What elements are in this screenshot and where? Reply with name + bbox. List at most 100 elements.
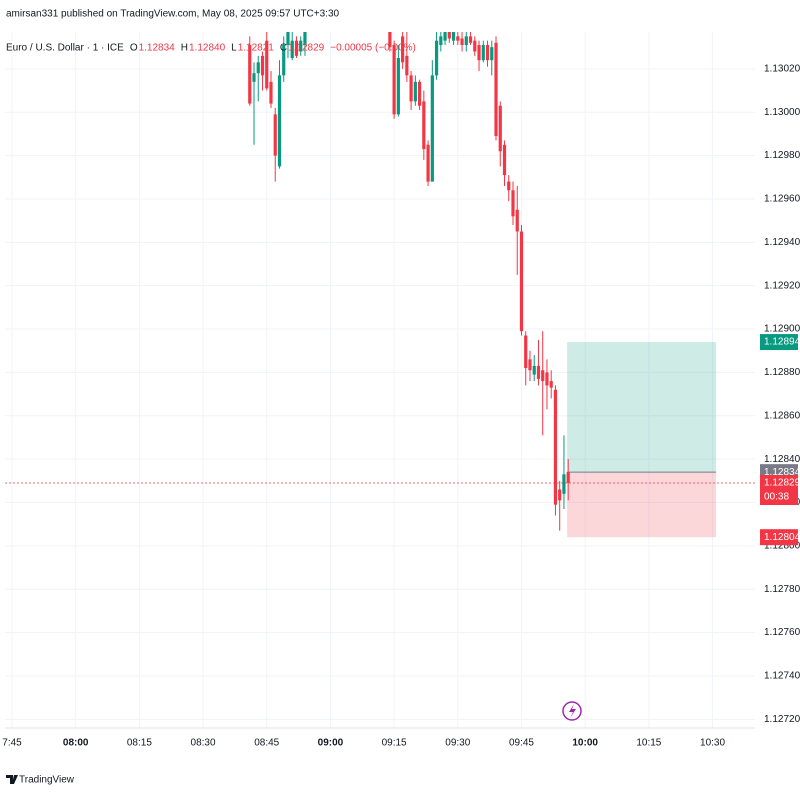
target-zone	[567, 342, 717, 473]
candle-body	[485, 45, 490, 61]
candle-body	[388, 32, 392, 48]
x-tick-label: 08:15	[127, 738, 152, 749]
header: amirsan331 published on TradingView.com,…	[6, 9, 340, 20]
candle-body	[430, 75, 434, 182]
candle-body	[519, 231, 524, 332]
y-tick-label: 1.12760	[764, 627, 800, 638]
candle-body	[549, 381, 553, 388]
y-tick-label: 1.12800	[764, 541, 800, 552]
candle-body	[532, 365, 536, 375]
y-tick-label: 1.12780	[764, 584, 800, 595]
candle-body	[396, 58, 400, 115]
candle-body	[490, 47, 494, 61]
candle-body	[456, 36, 460, 41]
legend-key: C	[280, 43, 287, 54]
logo	[6, 775, 18, 784]
candle-body	[498, 105, 502, 152]
candle-body	[299, 40, 303, 52]
candle-body	[451, 32, 456, 41]
stop-zone	[567, 472, 717, 538]
candle-body	[252, 73, 256, 82]
y-tick-label: 1.12860	[764, 410, 800, 421]
candle-body	[303, 32, 307, 46]
legend-change: −0.00005 (−0.00%)	[330, 43, 416, 54]
candle-body	[524, 335, 528, 369]
legend-value: 1.12834	[139, 43, 176, 54]
candle-body	[282, 45, 286, 76]
candle-body	[553, 389, 558, 505]
x-tick-label: 09:00	[318, 738, 344, 749]
candle-body	[494, 42, 498, 137]
candle-body	[507, 181, 511, 191]
legend-value: 1.12821	[238, 43, 275, 54]
legend-symbol: Euro / U.S. Dollar · 1 · ICE	[6, 43, 124, 54]
candle-body	[468, 36, 473, 43]
legend-value: 1.12840	[189, 43, 226, 54]
candle-body	[481, 45, 485, 61]
candle-body	[558, 489, 562, 501]
candle-body	[515, 209, 519, 232]
x-tick-label: 09:30	[445, 738, 470, 749]
y-tick-label: 1.12880	[764, 367, 800, 378]
candle-body	[562, 474, 566, 494]
candle-body	[422, 101, 426, 150]
y-tick-label: 1.13000	[764, 107, 800, 118]
x-tick-label: 7:45	[2, 738, 22, 749]
candle-body	[273, 114, 277, 156]
candle-body	[260, 55, 265, 76]
candle-body	[566, 472, 570, 483]
legend: Euro / U.S. Dollar · 1 · ICE O 1.12834 H 1.1…	[6, 43, 416, 54]
candle-body	[294, 40, 299, 56]
x-tick-label: 09:15	[382, 738, 407, 749]
candle-body	[511, 190, 515, 217]
y-tick-label: 1.12840	[764, 454, 800, 465]
y-tick-label: 1.12740	[764, 671, 800, 682]
candle-body	[541, 370, 545, 382]
candle-body	[265, 40, 269, 89]
grid	[5, 32, 755, 728]
candle-body	[426, 144, 430, 182]
candle-body	[405, 55, 409, 76]
legend-value: 1.12829	[288, 43, 325, 54]
y-tick-label: 1.12940	[764, 237, 800, 248]
countdown: 00:38	[764, 492, 789, 503]
candle-body	[290, 40, 294, 59]
candle-body	[443, 32, 447, 41]
price-label-box	[760, 474, 798, 505]
price-label: 1.12834	[764, 467, 800, 478]
axes: 1.13020 1.13000 1.12980 1.12960 1.12940 1.129…	[2, 64, 800, 749]
footer: TradingView	[19, 775, 75, 786]
y-tick-label: 1.12900	[764, 324, 800, 335]
candle-body	[447, 32, 451, 39]
candle-body	[460, 38, 464, 46]
price-label: 1.12894	[764, 337, 800, 348]
candle-body	[528, 359, 532, 371]
y-tick-label: 1.12980	[764, 150, 800, 161]
candle-body	[286, 32, 290, 46]
candle-body	[409, 75, 413, 102]
x-tick-label: 08:45	[254, 738, 279, 749]
candle-body	[248, 45, 252, 104]
x-tick-label: 09:45	[509, 738, 534, 749]
y-tick-label: 1.12960	[764, 194, 800, 205]
alert-icon	[562, 701, 582, 721]
candle-body	[545, 372, 549, 386]
price-label-box	[760, 529, 798, 546]
candle-body	[473, 40, 477, 52]
x-tick-label: 10:15	[636, 738, 661, 749]
candle-body	[439, 36, 443, 46]
legend-key: O	[130, 43, 138, 54]
candle-body	[502, 144, 507, 176]
price-label-box	[760, 334, 798, 351]
x-tick-label: 08:30	[191, 738, 216, 749]
candle-body	[417, 81, 422, 106]
candle-body	[536, 365, 541, 379]
x-tick-label: 08:00	[63, 738, 89, 749]
candle-body	[413, 81, 417, 102]
candle-body	[401, 36, 405, 63]
price-label: 1.12804	[764, 532, 800, 543]
candle-body	[256, 62, 260, 74]
y-tick-label: 1.13020	[764, 64, 800, 75]
candle-body	[392, 45, 396, 115]
